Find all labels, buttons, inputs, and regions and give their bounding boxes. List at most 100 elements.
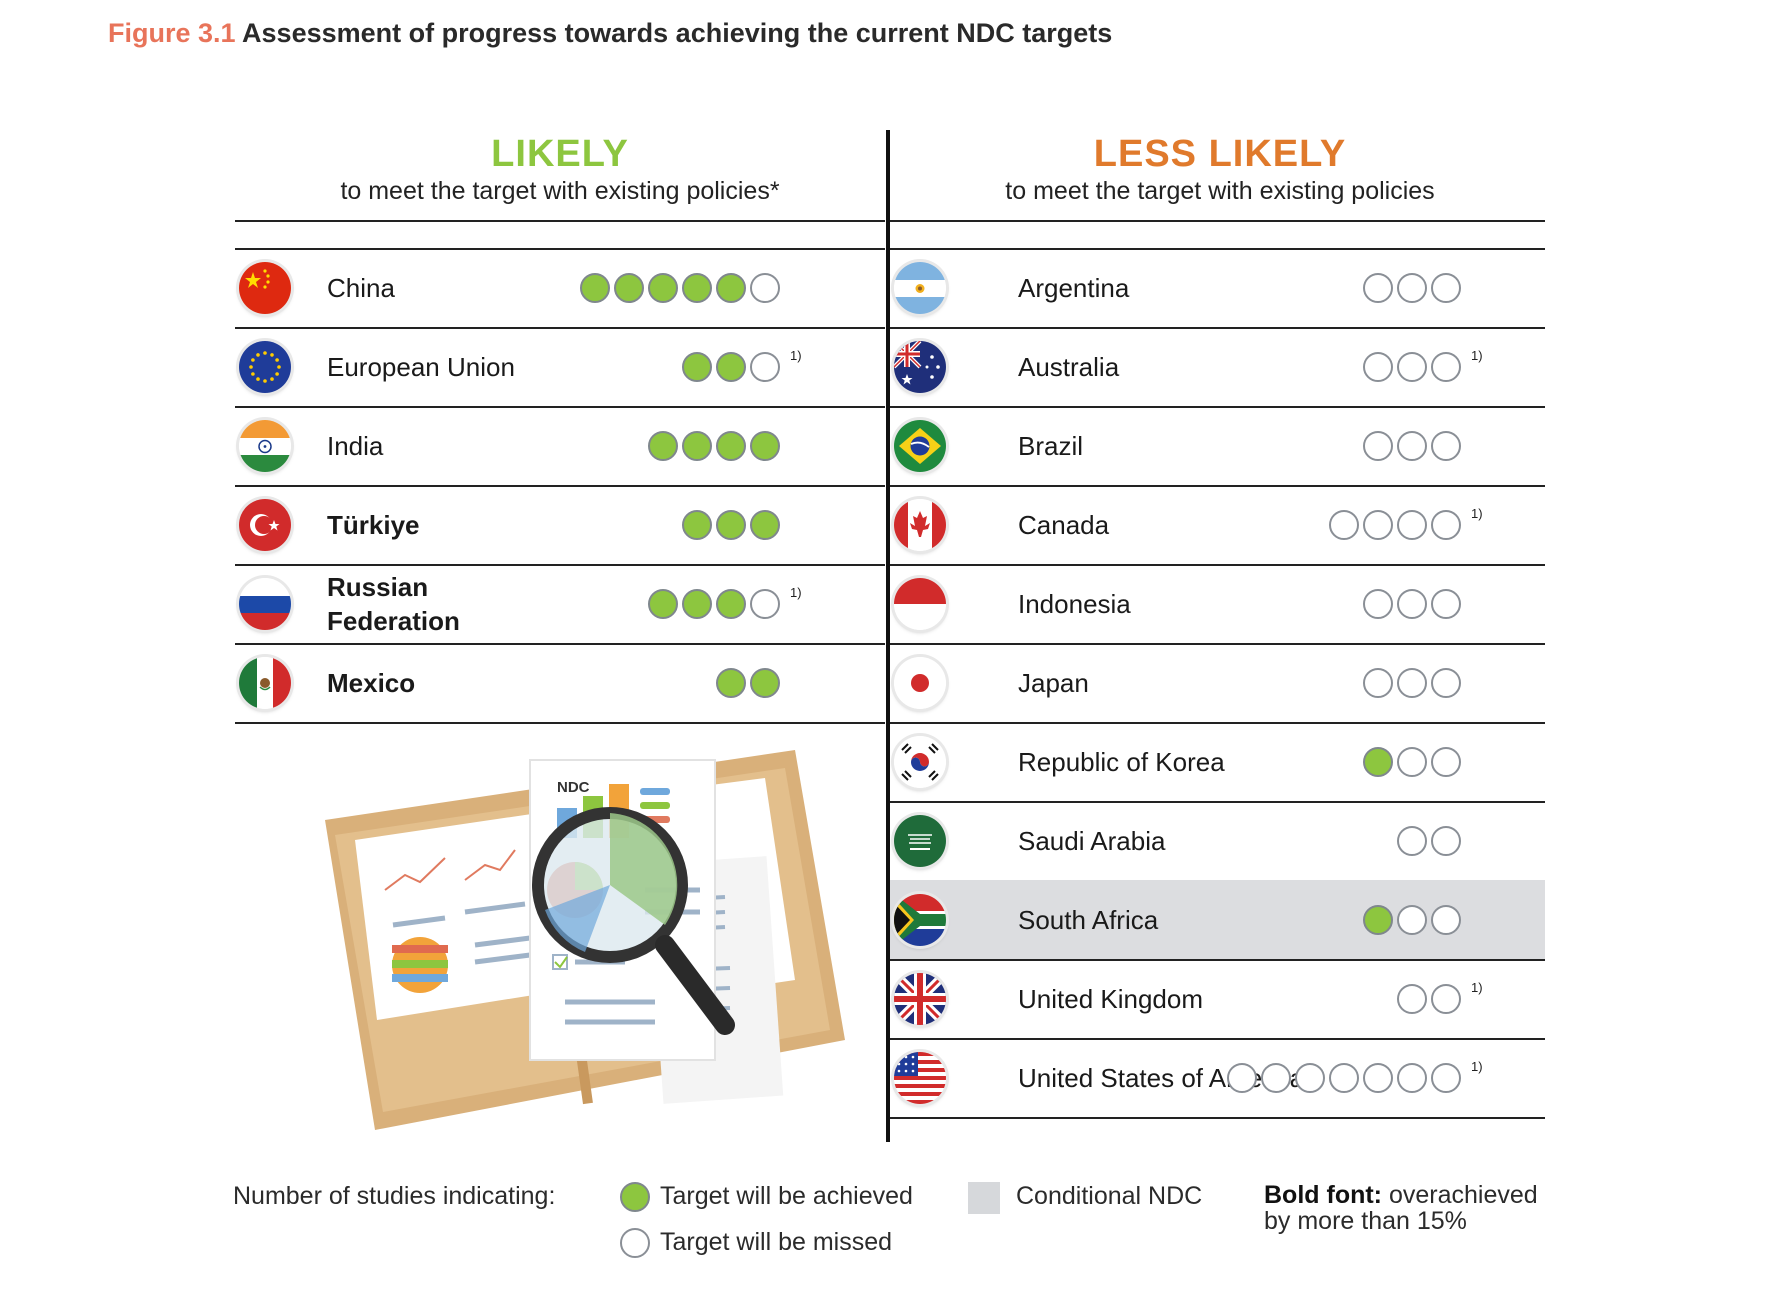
legend-achieved-text: Target will be achieved (660, 1182, 913, 1210)
likely-heading: LIKELY (491, 133, 629, 175)
legend-conditional-text: Conditional NDC (1016, 1182, 1203, 1210)
country-row: India (235, 406, 885, 485)
country-name: European Union (327, 351, 515, 382)
achieved-dot (614, 272, 644, 303)
country-name: Mexico (327, 667, 416, 698)
missed-dot (1431, 904, 1461, 935)
country-row: United States of America 1) (890, 1038, 1545, 1117)
missed-dot (1397, 667, 1427, 698)
legend-missed-text: Target will be missed (660, 1228, 893, 1256)
magnifier-icon (532, 807, 735, 1035)
country-row: Türkiye (235, 485, 885, 564)
achieved-dot (682, 509, 712, 540)
country-row: Australia 1) (890, 327, 1545, 406)
legend-conditional-swatch (968, 1182, 1000, 1214)
missed-dot (1431, 667, 1461, 698)
country-row: Mexico (235, 643, 885, 722)
likely-row-rule (235, 327, 885, 329)
usa-flag-icon (894, 1051, 946, 1104)
missed-dot (1227, 1062, 1257, 1093)
less-likely-row-rule (890, 327, 1545, 329)
study-dots (1363, 667, 1461, 698)
footnote-marker: 1) (790, 584, 802, 600)
likely-header: LIKELY to meet the target with existing … (235, 132, 885, 206)
likely-row-rule (235, 643, 885, 645)
missed-dot (1431, 983, 1461, 1014)
achieved-dot (716, 272, 746, 303)
country-name: Republic of Korea (1018, 746, 1225, 777)
legend-label: Number of studies indicating: (233, 1182, 556, 1210)
less-likely-row-rule (890, 406, 1545, 408)
missed-dot (1329, 509, 1359, 540)
missed-dot (1363, 1062, 1393, 1093)
missed-dot (1397, 351, 1427, 382)
missed-dot (1363, 667, 1393, 698)
study-dots (1363, 904, 1461, 935)
missed-dot (1363, 272, 1393, 303)
missed-dot (1397, 904, 1427, 935)
uk-flag-icon (894, 972, 946, 1025)
footnote-marker: 1) (790, 347, 802, 363)
australia-flag-icon (894, 340, 946, 393)
country-name: Saudi Arabia (1018, 825, 1166, 856)
achieved-dot (750, 430, 780, 461)
country-name: Russian Federation (327, 571, 460, 636)
india-flag-icon (239, 419, 291, 472)
country-row: Argentina (890, 248, 1545, 327)
likely-row-rule (235, 406, 885, 408)
achieved-dot (750, 667, 780, 698)
country-row: Canada 1) (890, 485, 1545, 564)
less-likely-header-rule (890, 220, 1545, 222)
missed-dot (1431, 351, 1461, 382)
achieved-dot (580, 272, 610, 303)
achieved-dot (682, 588, 712, 619)
missed-dot (1397, 1062, 1427, 1093)
missed-dot (1397, 430, 1427, 461)
less-likely-row-rule (890, 722, 1545, 724)
legend-achieved-dot (620, 1182, 650, 1212)
korea-flag-icon (894, 735, 946, 788)
mexico-flag-icon (239, 656, 291, 709)
country-row: European Union 1) (235, 327, 885, 406)
country-name: Japan (1018, 667, 1089, 698)
legend-missed-dot (620, 1228, 650, 1258)
country-name: United Kingdom (1018, 983, 1203, 1014)
country-name: Indonesia (1018, 588, 1131, 619)
country-row: South Africa (890, 880, 1545, 959)
achieved-dot (682, 272, 712, 303)
less-likely-row-rule (890, 1038, 1545, 1040)
country-name: India (327, 430, 384, 461)
missed-dot (1363, 588, 1393, 619)
country-name: Brazil (1018, 430, 1084, 461)
study-dots (1363, 746, 1461, 777)
south-africa-flag-icon (894, 893, 946, 946)
figure-title: Figure 3.1 Assessment of progress toward… (108, 18, 1112, 49)
less-likely-row-rule (890, 564, 1545, 566)
less-likely-row-rule (890, 959, 1545, 961)
footnote-marker: 1) (1471, 347, 1483, 363)
study-dots (1363, 272, 1461, 303)
russia-flag-icon (239, 577, 291, 630)
achieved-dot (716, 351, 746, 382)
achieved-dot (1363, 904, 1393, 935)
missed-dot (1431, 588, 1461, 619)
legend-bold-note: Bold font: overachieved by more than 15% (1264, 1182, 1564, 1234)
figure-number: Figure 3.1 (108, 18, 236, 48)
ndc-label: NDC (557, 779, 590, 796)
less-likely-row-rule (890, 485, 1545, 487)
missed-dot (1261, 1062, 1291, 1093)
missed-dot (1431, 746, 1461, 777)
achieved-dot (648, 588, 678, 619)
missed-dot (1431, 825, 1461, 856)
less-likely-row-rule (890, 643, 1545, 645)
country-name: Australia (1018, 351, 1120, 382)
figure-caption: Assessment of progress towards achieving… (242, 18, 1113, 48)
missed-dot (750, 351, 780, 382)
achieved-dot (648, 430, 678, 461)
left-page-icon (355, 812, 565, 1020)
country-row: Republic of Korea (890, 722, 1545, 801)
less-likely-heading: LESS LIKELY (1093, 133, 1347, 175)
achieved-dot (716, 588, 746, 619)
country-row: Indonesia (890, 564, 1545, 643)
missed-dot (1397, 509, 1427, 540)
